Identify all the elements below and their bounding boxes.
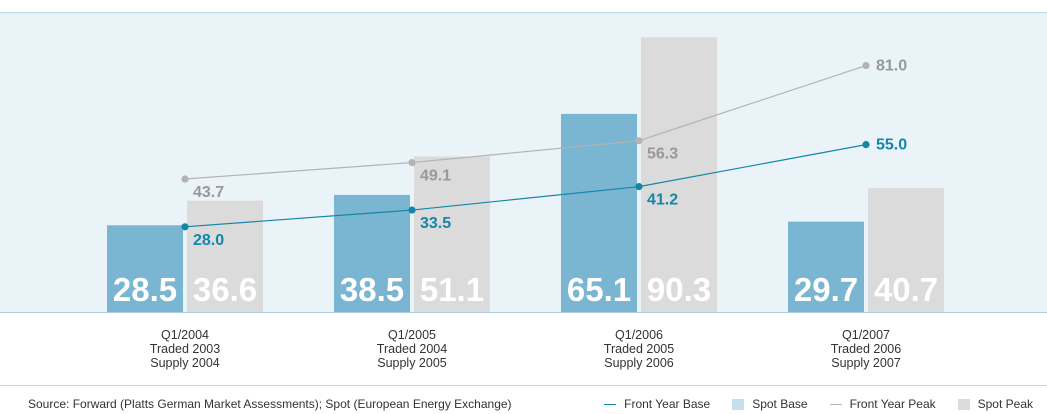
legend-item-spot-peak: Spot Peak	[957, 397, 1033, 411]
point-label-front-year-peak-1: 49.1	[420, 168, 451, 185]
point-front-year-base-3	[862, 141, 870, 149]
baseline-rule	[0, 312, 1047, 313]
category-label-2-line-0: Q1/2006	[615, 328, 663, 342]
bar-value-spot-base-1: 38.5	[340, 271, 404, 308]
legend-swatch-front-year-peak	[829, 403, 842, 405]
bar-spot-peak-1	[414, 156, 490, 312]
point-label-front-year-peak-3: 81.0	[876, 58, 907, 75]
line-front-year-base	[184, 144, 867, 228]
point-front-year-peak-0	[181, 175, 189, 183]
category-label-2: Q1/2006 Traded 2005 Supply 2006	[539, 328, 739, 370]
bottom-rule	[0, 385, 1047, 386]
bar-value-spot-peak-3: 40.7	[874, 271, 938, 308]
category-label-0: Q1/2004 Traded 2003 Supply 2004	[85, 328, 285, 370]
bar-value-spot-base-3: 29.7	[794, 271, 858, 308]
category-label-0-line-1: Traded 2003	[149, 342, 221, 356]
category-label-3-line-2: Supply 2007	[831, 356, 901, 370]
bar-value-spot-base-0: 28.5	[113, 271, 177, 308]
legend-label-spot-peak: Spot Peak	[977, 397, 1033, 411]
category-label-3-line-1: Traded 2006	[830, 342, 902, 356]
point-front-year-base-0	[181, 223, 189, 231]
point-front-year-peak-1	[408, 158, 416, 167]
bar-value-spot-peak-0: 36.6	[193, 271, 257, 308]
point-label-front-year-base-2: 41.2	[647, 192, 678, 209]
point-label-front-year-peak-2: 56.3	[647, 146, 678, 163]
legend-label-spot-base: Spot Base	[752, 397, 808, 411]
legend-item-front-year-peak: Front Year Peak	[829, 397, 936, 411]
point-label-front-year-base-1: 33.5	[420, 215, 451, 232]
source-note: Source: Forward (Platts German Market As…	[28, 397, 512, 411]
bar-value-spot-peak-2: 90.3	[647, 271, 711, 308]
bar-value-spot-base-2: 65.1	[567, 271, 631, 308]
legend-swatch-spot-base	[732, 398, 745, 410]
category-label-2-line-2: Supply 2006	[604, 356, 674, 370]
legend-label-front-year-peak: Front Year Peak	[849, 397, 936, 411]
category-label-1-line-2: Supply 2005	[377, 356, 447, 370]
legend-swatch-spot-peak	[957, 398, 970, 410]
bar-spot-base-0	[107, 225, 183, 312]
category-label-1-line-0: Q1/2005	[388, 328, 436, 342]
category-label-0-line-0: Q1/2004	[161, 328, 209, 342]
category-label-0-line-2: Supply 2004	[150, 356, 220, 370]
line-front-year-peak	[184, 64, 867, 180]
legend-item-spot-base: Spot Base	[732, 397, 808, 411]
legend-swatch-front-year-base	[604, 403, 617, 405]
legend-label-front-year-base: Front Year Base	[624, 397, 711, 411]
bar-spot-peak-3	[868, 188, 944, 312]
category-label-1-line-1: Traded 2004	[376, 342, 448, 356]
category-label-3: Q1/2007 Traded 2006 Supply 2007	[766, 328, 966, 370]
point-front-year-base-1	[408, 206, 416, 214]
point-label-front-year-base-3: 55.0	[876, 137, 907, 154]
point-label-front-year-peak-0: 43.7	[193, 184, 224, 201]
bar-value-spot-peak-1: 51.1	[420, 271, 484, 308]
point-front-year-base-2	[635, 183, 643, 191]
point-front-year-peak-3	[862, 61, 870, 70]
point-front-year-peak-2	[635, 137, 643, 145]
bar-spot-peak-0	[187, 200, 263, 312]
point-label-front-year-base-0: 28.0	[193, 232, 224, 249]
category-label-2-line-1: Traded 2005	[603, 342, 675, 356]
bar-spot-base-3	[788, 221, 864, 312]
top-rule	[0, 12, 1047, 13]
legend-item-front-year-base: Front Year Base	[604, 397, 710, 411]
legend: Front Year Base Spot Base Front Year Pea…	[582, 397, 1033, 411]
category-label-1: Q1/2005 Traded 2004 Supply 2005	[312, 328, 512, 370]
category-label-3-line-0: Q1/2007	[842, 328, 890, 342]
